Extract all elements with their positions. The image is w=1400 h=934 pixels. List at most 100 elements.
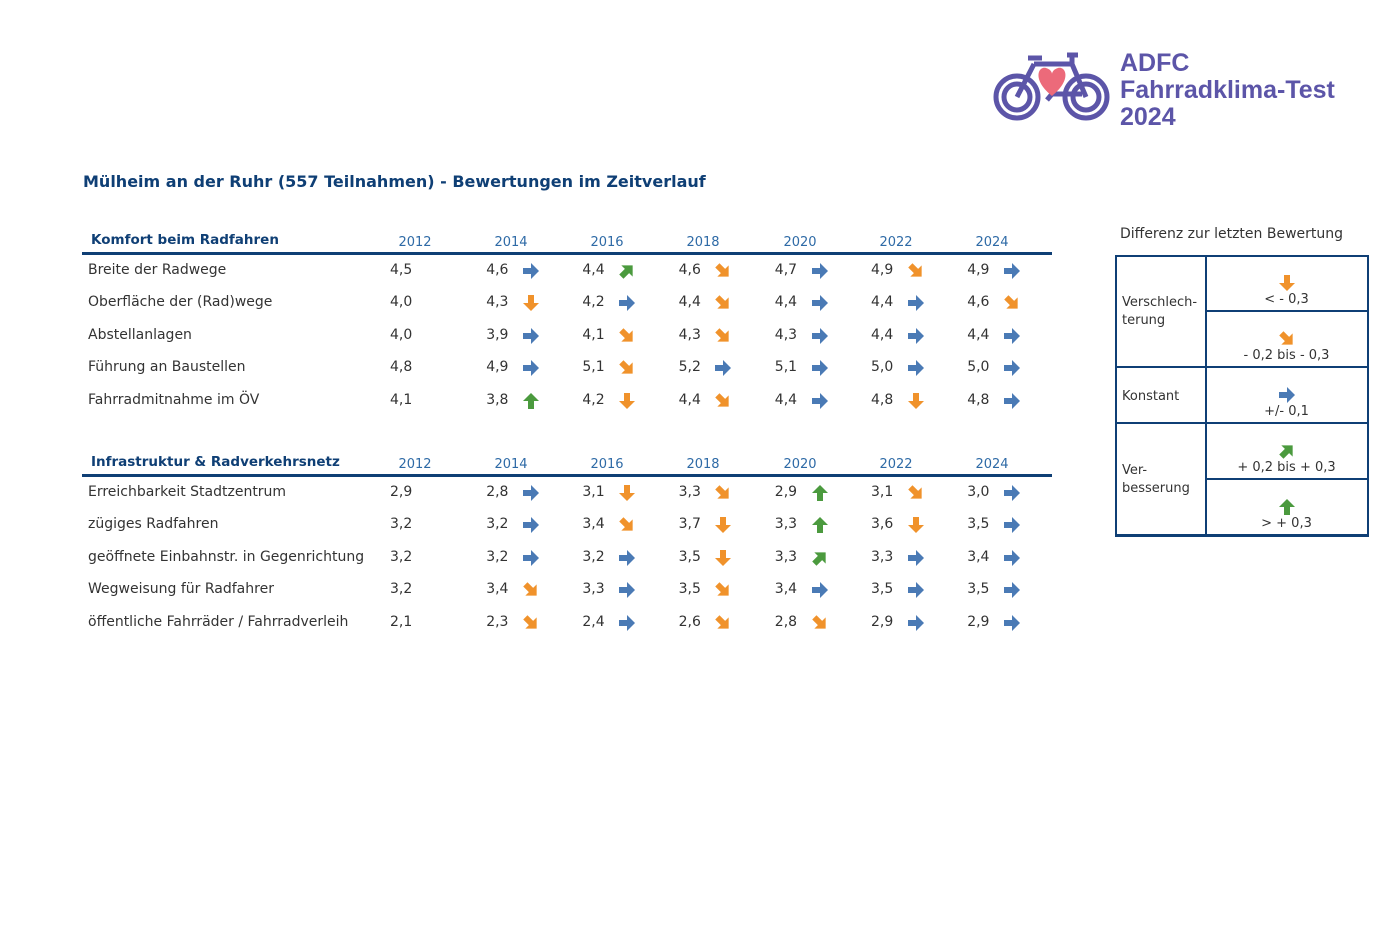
- section-heading: Infrastruktur & Radverkehrsnetz: [91, 454, 340, 470]
- rating-value: 4,3: [774, 326, 798, 343]
- year-header: 2024: [975, 457, 1009, 472]
- arrow-right-icon: [1004, 517, 1020, 534]
- arrow-right-icon: [907, 549, 924, 566]
- legend-item-text: + 0,2 bis + 0,3: [1237, 460, 1336, 475]
- year-header: 2024: [975, 235, 1009, 250]
- arrow-right-icon: [523, 327, 539, 344]
- rating-value: 5,0: [871, 359, 894, 376]
- arrow-right-icon: [715, 360, 732, 377]
- rating-value: 4,3: [678, 326, 701, 343]
- rating-value: 4,2: [582, 294, 605, 311]
- arrow-up-icon: [811, 485, 828, 501]
- legend-item-text: - 0,2 bis - 0,3: [1243, 348, 1330, 363]
- rating-value: 3,3: [774, 548, 798, 565]
- legend-item: [1205, 423, 1368, 479]
- rating-value: 3,4: [582, 516, 605, 533]
- rating-value: 2,9: [774, 484, 798, 500]
- rating-value: 4,1: [582, 326, 605, 343]
- arrow-right-icon: [811, 582, 828, 599]
- rating-value: 4,4: [774, 391, 798, 408]
- rating-value: 2,9: [967, 613, 990, 630]
- rating-value: 3,2: [390, 548, 413, 565]
- row-label: Führung an Baustellen: [88, 359, 246, 376]
- rating-value: 2,6: [678, 613, 701, 630]
- arrow-right-icon: [1004, 549, 1020, 566]
- arrow-down-right-icon: [619, 517, 633, 532]
- arrow-up-right-icon: [619, 265, 633, 279]
- rating-value: 3,3: [582, 581, 605, 598]
- rating-value: 3,2: [390, 581, 413, 598]
- arrow-right-icon: [1279, 387, 1295, 403]
- arrow-down-right-icon: [715, 328, 730, 342]
- arrow-right-icon: [1004, 614, 1020, 631]
- rating-value: 5,1: [582, 359, 605, 376]
- arrow-right-icon: [811, 360, 828, 377]
- rating-value: 2,8: [486, 484, 509, 500]
- rating-value: 4,8: [967, 391, 990, 408]
- legend-group-label: Verschlech- terung: [1115, 255, 1207, 367]
- rating-value: 4,9: [486, 359, 509, 376]
- rating-value: 4,7: [774, 262, 798, 278]
- arrow-up-icon: [1279, 499, 1295, 515]
- row-label: öffentliche Fahrräder / Fahrradverleih: [88, 613, 349, 630]
- rating-value: 4,8: [871, 391, 894, 408]
- rating-value: 3,2: [390, 516, 413, 533]
- rating-value: 3,3: [871, 548, 894, 565]
- arrow-right-icon: [811, 263, 828, 279]
- arrow-down-right-icon: [1279, 331, 1293, 345]
- year-header: 2014: [494, 235, 528, 250]
- arrow-down-right-icon: [908, 485, 922, 499]
- rating-value: 4,9: [967, 262, 990, 278]
- arrow-right-icon: [811, 295, 828, 312]
- arrow-right-icon: [1004, 360, 1020, 377]
- rating-value: 3,5: [967, 581, 990, 598]
- section-heading: Komfort beim Radfahren: [91, 232, 279, 248]
- rating-value: 4,3: [486, 294, 509, 311]
- page-title: Mülheim an der Ruhr (557 Teilnahmen) - B…: [83, 172, 706, 191]
- rating-value: 5,1: [774, 359, 798, 376]
- row-label: Oberfläche der (Rad)wege: [88, 294, 273, 311]
- header-rule: [82, 252, 1052, 255]
- arrow-down-icon: [619, 485, 636, 501]
- rating-value: 2,4: [582, 613, 605, 630]
- arrow-right-icon: [811, 392, 828, 409]
- arrow-down-icon: [715, 517, 732, 534]
- arrow-right-icon: [523, 517, 539, 534]
- rating-value: 2,1: [390, 613, 413, 630]
- rating-value: 2,9: [390, 484, 413, 500]
- rating-value: 3,1: [582, 484, 605, 500]
- rating-value: 3,0: [967, 484, 990, 500]
- arrow-right-icon: [1004, 582, 1020, 599]
- arrow-down-right-icon: [523, 582, 537, 596]
- rating-value: 4,4: [678, 294, 701, 311]
- rating-value: 3,4: [486, 581, 509, 598]
- arrow-down-right-icon: [908, 263, 922, 277]
- arrow-right-icon: [619, 582, 636, 599]
- rating-value: 3,5: [678, 548, 701, 565]
- rating-value: 4,4: [582, 262, 605, 278]
- rating-value: 4,6: [967, 294, 990, 311]
- rating-value: 3,2: [486, 548, 509, 565]
- arrow-right-icon: [523, 485, 539, 501]
- arrow-down-right-icon: [715, 392, 730, 407]
- rating-value: 4,4: [774, 294, 798, 311]
- arrow-right-icon: [619, 614, 636, 631]
- rating-value: 4,4: [678, 391, 701, 408]
- arrow-up-icon: [811, 517, 828, 534]
- rating-value: 4,1: [390, 391, 413, 408]
- logo-line-3: 2024: [1120, 103, 1176, 131]
- rating-value: 3,2: [582, 548, 605, 565]
- rating-value: 3,3: [774, 516, 798, 533]
- row-label: Wegweisung für Radfahrer: [88, 581, 274, 598]
- year-header: 2018: [686, 235, 720, 250]
- arrow-down-right-icon: [811, 614, 826, 629]
- year-header: 2022: [879, 457, 913, 472]
- rating-value: 4,9: [871, 262, 894, 278]
- arrow-down-right-icon: [715, 485, 730, 499]
- rating-value: 4,0: [390, 326, 413, 343]
- rating-value: 4,2: [582, 391, 605, 408]
- arrow-right-icon: [1004, 392, 1020, 409]
- arrow-right-icon: [907, 360, 924, 377]
- rating-value: 3,5: [871, 581, 894, 598]
- arrow-right-icon: [523, 360, 539, 377]
